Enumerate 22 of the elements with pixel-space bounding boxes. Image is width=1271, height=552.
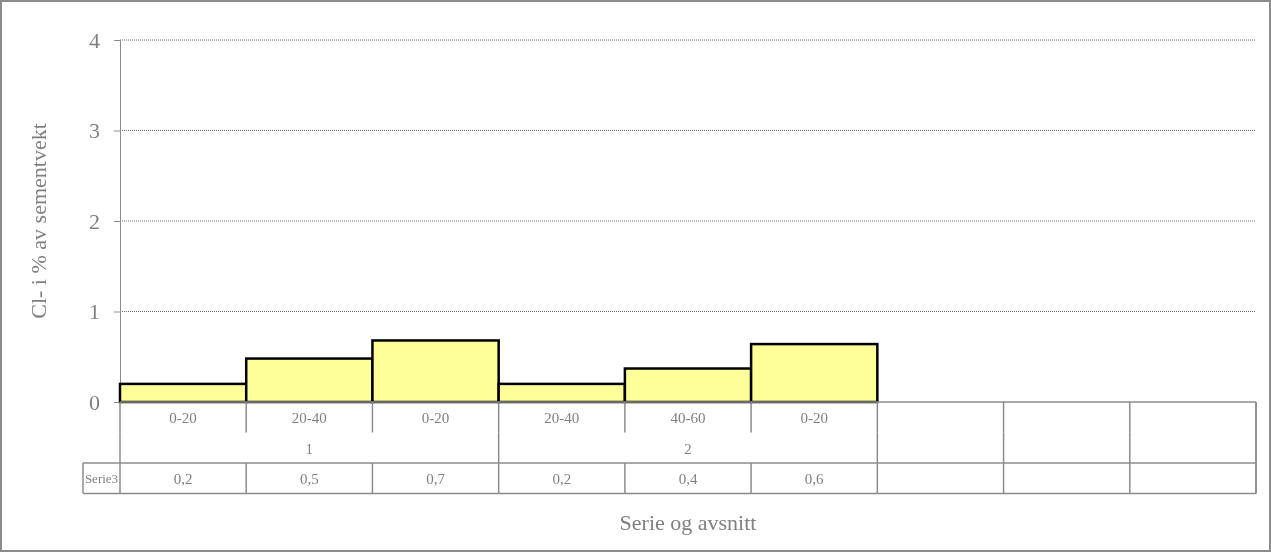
data-label: 0,5	[299, 471, 319, 487]
text: Serie3	[84, 471, 119, 486]
data-label: 0,6	[804, 471, 825, 487]
x-axis-title: Serie og avsnitt	[619, 510, 757, 535]
y-tick-label: 4	[89, 27, 100, 53]
y-tick-label: 3	[89, 118, 100, 144]
data-label: 0,2	[552, 471, 572, 487]
y-tick-label: 2	[89, 208, 100, 234]
text: 2	[684, 440, 692, 457]
x-tick-label: 20-40	[544, 410, 580, 426]
y-axis-title: Cl- i % av sementvekt	[26, 123, 51, 319]
text: 1	[305, 440, 314, 457]
x-tick-label: 40-60	[670, 410, 706, 426]
x-tick-label: 0-20	[800, 410, 828, 426]
y-tick-label: 0	[89, 389, 100, 415]
y-tick-label: 1	[89, 299, 100, 325]
x-tick-label: 20-40	[291, 410, 327, 426]
data-label: 0,4	[678, 471, 698, 487]
x-tick-label: 0-20	[421, 410, 450, 426]
x-tick-label: 0-20	[169, 410, 197, 426]
data-label: 0,2	[173, 471, 193, 487]
data-label: 0,7	[426, 471, 446, 487]
